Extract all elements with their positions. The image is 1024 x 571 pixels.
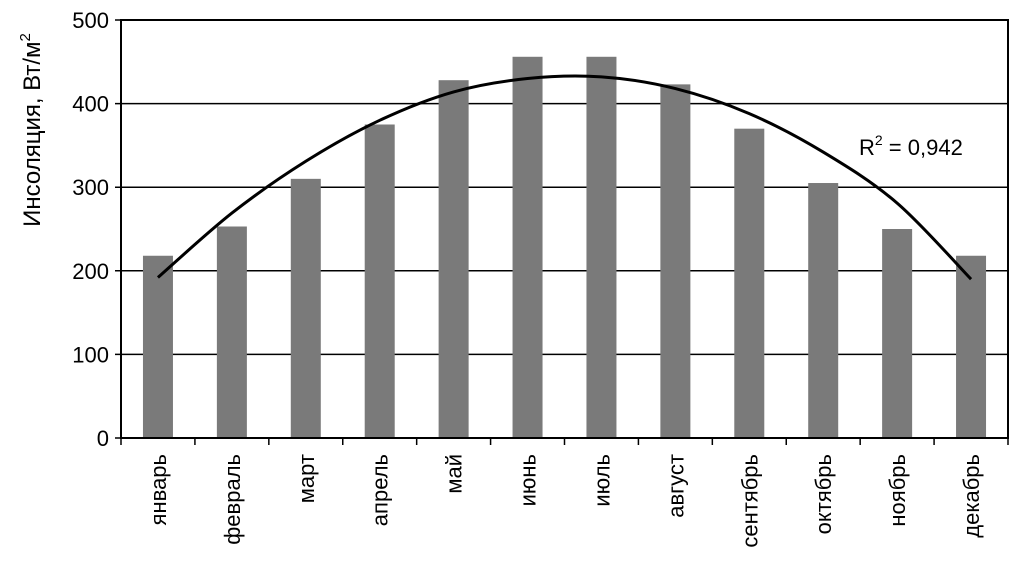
r-squared-value: = 0,942: [883, 135, 963, 160]
category-label: май: [442, 454, 467, 494]
y-tick-label: 0: [97, 426, 109, 451]
category-label: декабрь: [959, 454, 984, 538]
bar-2: [216, 226, 247, 438]
category-label: сентябрь: [737, 454, 762, 548]
category-label: октябрь: [811, 454, 836, 534]
y-tick-label: 200: [72, 259, 109, 284]
r-squared-sup: 2: [875, 132, 883, 148]
category-label: март: [294, 454, 319, 503]
category-label: август: [663, 454, 688, 518]
category-label: июль: [589, 454, 614, 507]
category-label: апрель: [368, 454, 393, 526]
bars: [142, 56, 987, 439]
category-labels: январь февраль март апрель май июнь июль август…: [146, 454, 984, 548]
y-axis-title-sup: 2: [17, 33, 34, 41]
bar-12: [956, 255, 987, 438]
r-squared-main: R: [859, 135, 875, 160]
category-label: февраль: [220, 454, 245, 545]
bar-4: [364, 124, 395, 438]
r-squared-annotation: R2 = 0,942: [859, 132, 963, 160]
y-tick-label: 400: [72, 92, 109, 117]
bar-1: [142, 255, 173, 438]
bar-3: [290, 178, 321, 438]
y-axis-title-main: Инсоляция, Вт/м: [19, 41, 46, 226]
gridlines: [115, 19, 1008, 439]
bar-10: [808, 183, 839, 438]
bar-9: [734, 128, 765, 438]
bar-5: [438, 80, 469, 438]
category-label: январь: [146, 454, 171, 525]
category-label: ноябрь: [885, 454, 910, 527]
plot-frame: [120, 19, 1009, 439]
x-tick-marks: [120, 438, 1009, 445]
bar-8: [660, 84, 691, 438]
category-label: июнь: [516, 454, 541, 506]
y-tick-label: 300: [72, 175, 109, 200]
bar-6: [512, 56, 543, 439]
y-axis-title: Инсоляция, Вт/м2: [17, 33, 46, 227]
y-tick-labels: 0 100 200 300 400 500: [72, 8, 109, 451]
y-tick-label: 500: [72, 8, 109, 33]
y-tick-label: 100: [72, 342, 109, 367]
bar-11: [882, 229, 913, 438]
bar-7: [586, 56, 617, 439]
trendline: [156, 74, 973, 281]
